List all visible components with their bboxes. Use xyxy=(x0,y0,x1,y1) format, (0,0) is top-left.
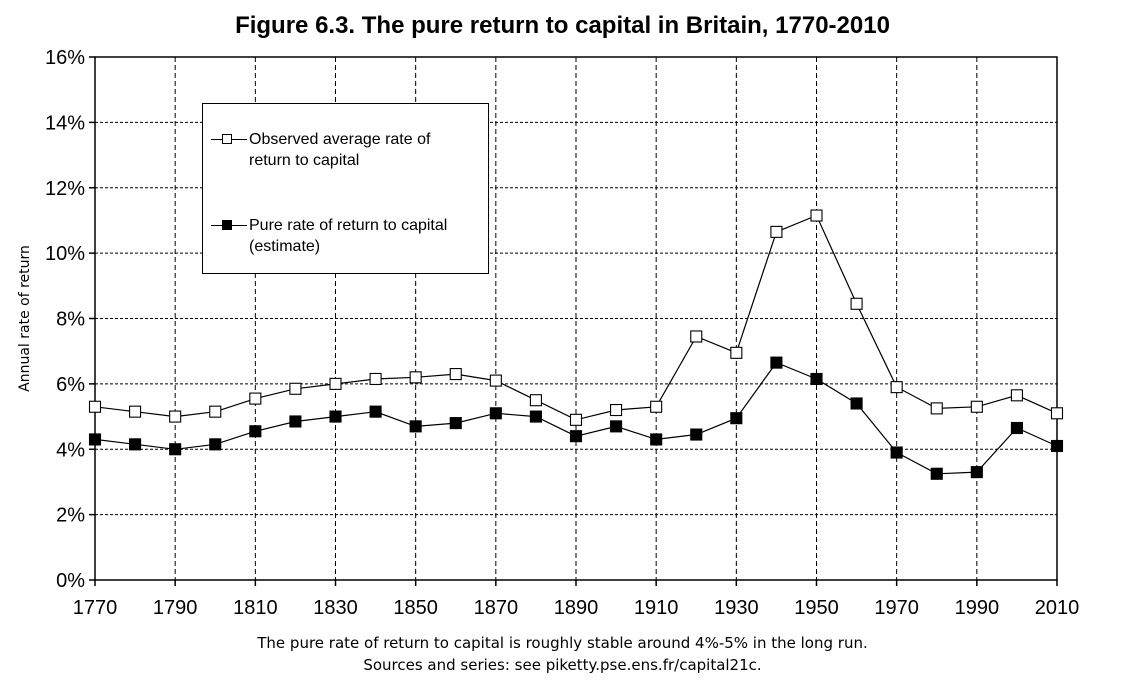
data-point xyxy=(1050,407,1064,420)
y-tick-label: 10% xyxy=(45,243,85,265)
data-point xyxy=(369,372,382,386)
caption-line-2: Sources and series: see piketty.pse.ens.… xyxy=(363,656,762,674)
data-point xyxy=(289,382,302,395)
x-tick-label: 1890 xyxy=(554,597,599,619)
data-point xyxy=(169,443,182,456)
data-point xyxy=(369,405,382,418)
data-point xyxy=(610,420,623,433)
data-point xyxy=(88,400,102,413)
data-point xyxy=(810,372,823,386)
x-tick-label: 1770 xyxy=(73,597,118,619)
x-tick-label: 1790 xyxy=(153,597,198,619)
data-point xyxy=(690,428,703,441)
figure-caption: The pure rate of return to capital is ro… xyxy=(0,632,1125,676)
x-tick-label: 1910 xyxy=(634,597,679,619)
y-tick-label: 4% xyxy=(56,439,85,461)
data-point xyxy=(850,297,863,310)
data-point xyxy=(1010,421,1023,435)
hollow-square-marker-icon xyxy=(222,134,232,144)
data-point xyxy=(409,420,422,433)
data-point xyxy=(730,346,743,359)
x-tick-label: 1950 xyxy=(794,597,839,619)
data-point xyxy=(409,371,422,384)
data-point xyxy=(129,405,142,418)
data-point xyxy=(449,417,462,430)
legend-label: Pure rate of return to capital (estimate… xyxy=(249,217,448,255)
data-point xyxy=(449,368,462,381)
data-point xyxy=(329,410,342,423)
y-axis-ticks: 0% 2% 4% 6% 8% 10% 12% 14% 16% xyxy=(45,47,95,592)
data-point xyxy=(209,438,222,451)
data-point xyxy=(209,405,222,418)
data-point xyxy=(770,225,783,238)
data-point xyxy=(970,400,983,413)
data-point xyxy=(1010,389,1023,402)
chart-title: Figure 6.3. The pure return to capital i… xyxy=(235,12,890,39)
x-tick-label: 1850 xyxy=(393,597,438,619)
caption-line-1: The pure rate of return to capital is ro… xyxy=(257,634,868,652)
x-tick-label: 1810 xyxy=(233,597,278,619)
data-point xyxy=(970,466,983,479)
series-lines xyxy=(88,209,1064,480)
data-point xyxy=(650,433,663,446)
data-point xyxy=(129,438,142,451)
x-tick-label: 2010 xyxy=(1035,597,1080,619)
x-tick-label: 1990 xyxy=(955,597,1000,619)
y-tick-label: 6% xyxy=(56,374,85,396)
series-observed xyxy=(88,209,1064,426)
data-point xyxy=(489,374,502,387)
data-point xyxy=(529,394,542,407)
y-tick-label: 8% xyxy=(56,309,85,331)
data-point xyxy=(329,377,342,390)
data-point xyxy=(610,403,623,417)
data-point xyxy=(249,392,262,405)
data-point xyxy=(930,402,943,415)
data-point xyxy=(1050,439,1064,453)
data-point xyxy=(529,410,542,423)
data-point xyxy=(249,425,262,438)
y-tick-label: 14% xyxy=(45,112,85,134)
filled-square-marker-icon xyxy=(222,220,232,230)
x-axis-ticks: 1770 1790 1810 1830 1850 1870 1890 1910 1930 1950… xyxy=(73,580,1080,619)
data-point xyxy=(810,209,823,222)
data-point xyxy=(169,410,182,423)
y-tick-label: 0% xyxy=(56,570,85,592)
data-point xyxy=(88,433,102,446)
data-point xyxy=(650,400,663,413)
y-tick-label: 12% xyxy=(45,178,85,200)
data-point xyxy=(289,415,302,428)
data-point xyxy=(890,446,903,459)
y-tick-label: 16% xyxy=(45,47,85,69)
data-point xyxy=(690,330,703,343)
data-point xyxy=(730,412,743,425)
data-point xyxy=(489,407,502,420)
data-point xyxy=(770,356,783,369)
x-tick-label: 1830 xyxy=(313,597,358,619)
legend-label: Observed average rate of return to capit… xyxy=(249,131,431,169)
data-point xyxy=(850,397,863,410)
y-axis-label: Annual rate of return xyxy=(17,245,33,392)
data-point xyxy=(569,430,583,443)
series-pure xyxy=(88,356,1064,480)
grid-lines xyxy=(95,57,1057,580)
data-point xyxy=(569,413,583,426)
data-point xyxy=(890,381,903,394)
y-tick-label: 2% xyxy=(56,505,85,527)
x-tick-label: 1870 xyxy=(474,597,519,619)
data-point xyxy=(930,467,943,480)
x-tick-label: 1970 xyxy=(874,597,919,619)
x-tick-label: 1930 xyxy=(714,597,759,619)
legend: Observed average rate of return to capit… xyxy=(202,103,489,274)
